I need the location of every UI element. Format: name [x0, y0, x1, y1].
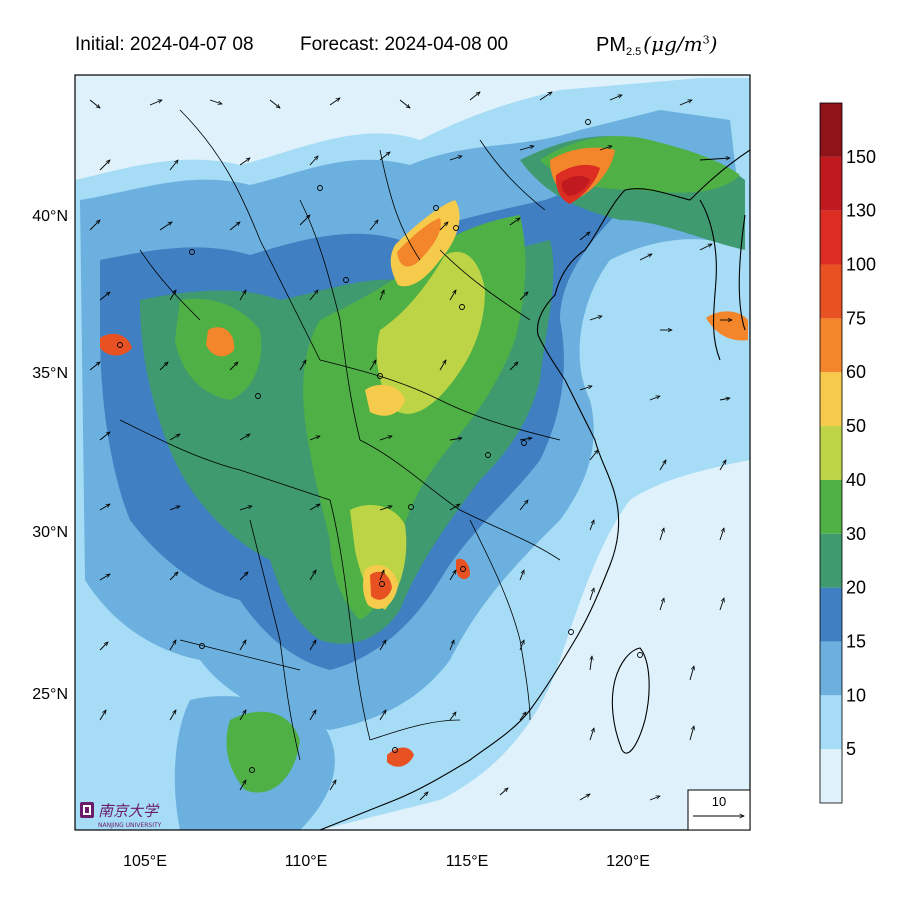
- colorbar-label: 100: [846, 255, 876, 275]
- x-tick-label: 110°E: [285, 853, 328, 870]
- nanjing-university-logo: 南京大学 NANJING UNIVERSITY: [80, 802, 162, 829]
- colorbar-label: 5: [846, 739, 856, 759]
- colorbar-label: 20: [846, 578, 866, 598]
- korea-outline: [699, 199, 746, 361]
- pm-field-50-60-b: [365, 384, 405, 416]
- pm-field-60-75-c: [706, 311, 748, 341]
- colorbar-bin: [820, 264, 842, 319]
- colorbar-bin: [820, 372, 842, 427]
- variable-subscript: 2.5: [626, 46, 642, 58]
- pm-field-75-100: [370, 571, 392, 600]
- svg-text:南京大学: 南京大学: [98, 802, 160, 820]
- forecast-time-label: Forecast: 2024-04-08 00: [300, 34, 509, 55]
- pm-field-130-150: [561, 176, 590, 196]
- colorbar-label: 150: [846, 147, 876, 167]
- pm-field-75-100-d: [456, 558, 470, 580]
- colorbar-label: 40: [846, 470, 866, 490]
- map-frame: [74, 74, 751, 831]
- variable-name: PM: [596, 34, 626, 56]
- province-borders: [119, 109, 561, 761]
- colorbar-bin: [820, 156, 842, 211]
- x-axis: 105°E 110°E 115°E 120°E: [123, 853, 650, 870]
- pm-field-40-50: [376, 251, 485, 414]
- y-tick-label: 40°N: [32, 208, 68, 225]
- wind-reference: 10: [687, 789, 751, 831]
- map-field: [75, 75, 750, 830]
- colorbar-bin: [820, 479, 842, 534]
- pm-field-75-100-b: [100, 333, 132, 356]
- variable-unit: (μg/m3): [643, 32, 718, 56]
- city-markers: [117, 119, 643, 773]
- colorbar-bin: [820, 695, 842, 750]
- y-tick-label: 25°N: [32, 686, 68, 703]
- colorbar-bin: [820, 318, 842, 373]
- colorbar-label: 130: [846, 201, 876, 221]
- colorbar-bin: [820, 103, 842, 157]
- y-tick-label: 35°N: [32, 365, 68, 382]
- x-tick-label: 105°E: [123, 853, 167, 870]
- colorbar-bin: [820, 587, 842, 642]
- colorbar-frame: [819, 102, 843, 804]
- svg-text:NANJING UNIVERSITY: NANJING UNIVERSITY: [98, 822, 162, 829]
- colorbar-bin: [820, 641, 842, 696]
- wind-vectors: [89, 92, 732, 801]
- wind-reference-label: 10: [712, 794, 726, 809]
- colorbar-bin: [820, 533, 842, 588]
- pm-field-30-40-south: [226, 711, 300, 793]
- y-tick-label: 30°N: [32, 524, 68, 541]
- initial-time-label: Initial: 2024-04-07 08: [75, 34, 254, 55]
- taiwan-outline: [611, 647, 650, 754]
- x-tick-label: 120°E: [606, 853, 650, 870]
- pm-field-60-75: [397, 218, 441, 267]
- colorbar-label: 30: [846, 524, 866, 544]
- x-tick-label: 115°E: [446, 853, 489, 870]
- colorbar-bin: [820, 426, 842, 480]
- colorbar-label: 60: [846, 362, 866, 382]
- colorbar-label: 75: [846, 308, 866, 328]
- colorbar-bin: [820, 210, 842, 265]
- colorbar-bin: [820, 749, 842, 803]
- y-axis: 40°N 35°N 30°N 25°N: [32, 208, 68, 703]
- colorbar-label: 10: [846, 685, 866, 705]
- colorbar-label: 15: [846, 631, 866, 651]
- colorbar: 5 10 15 20 30 40 50 60 75 100 130 150: [819, 102, 876, 804]
- variable-title: PM2.5 (μg/m3): [596, 32, 717, 58]
- pm-field-60-75-b: [206, 327, 235, 357]
- colorbar-label: 50: [846, 416, 866, 436]
